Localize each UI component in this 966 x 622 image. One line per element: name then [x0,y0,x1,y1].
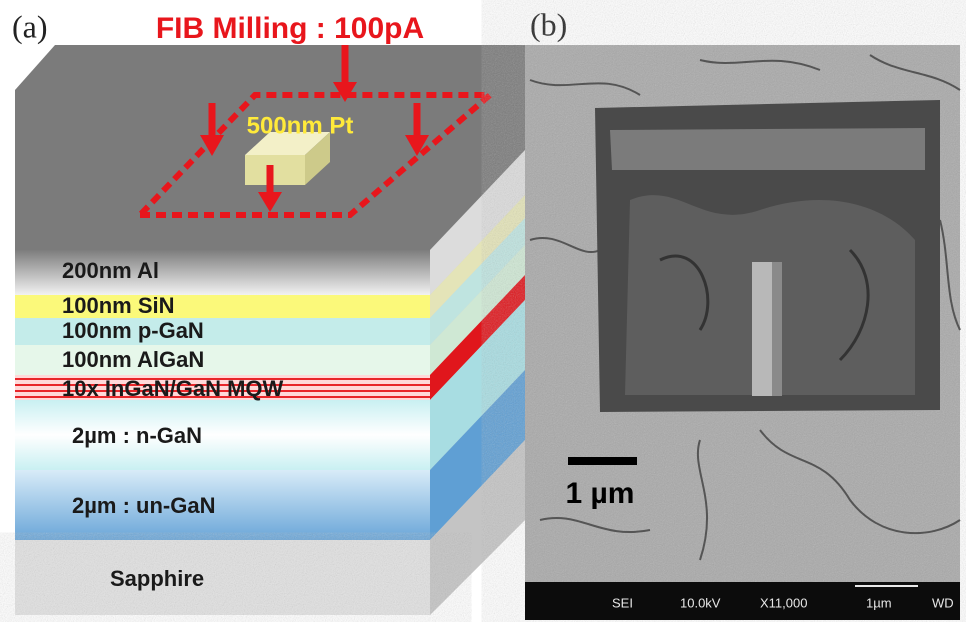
panel-label: (a) [12,8,48,44]
pt-label: 500nm Pt [247,112,354,139]
layer-label: Sapphire [110,566,204,591]
sem-image [525,45,960,620]
sem-info: WD [932,595,954,610]
layer-label: 100nm SiN [62,293,175,318]
title: FIB Milling : 100pA [156,12,424,45]
sem-info: SEI [612,595,633,610]
layer-label: 10x InGaN/GaN MQW [62,376,284,401]
scale-label: 1 µm [566,477,635,510]
layer-label: 100nm p-GaN [62,318,204,343]
figure: (a) FIB Milling : 100pA 500nm Pt 200nm A… [0,0,966,622]
sem-info: 1µm [866,595,892,610]
layer-label: 2µm : n-GaN [72,423,202,448]
sem-info: 10.0kV [680,595,721,610]
panel-label: (b) [530,6,567,42]
layer-label: 100nm AlGaN [62,347,204,372]
layer-label: 2µm : un-GaN [72,493,215,518]
layer-label: 200nm Al [62,258,159,283]
sem-info: X11,000 [760,595,807,610]
